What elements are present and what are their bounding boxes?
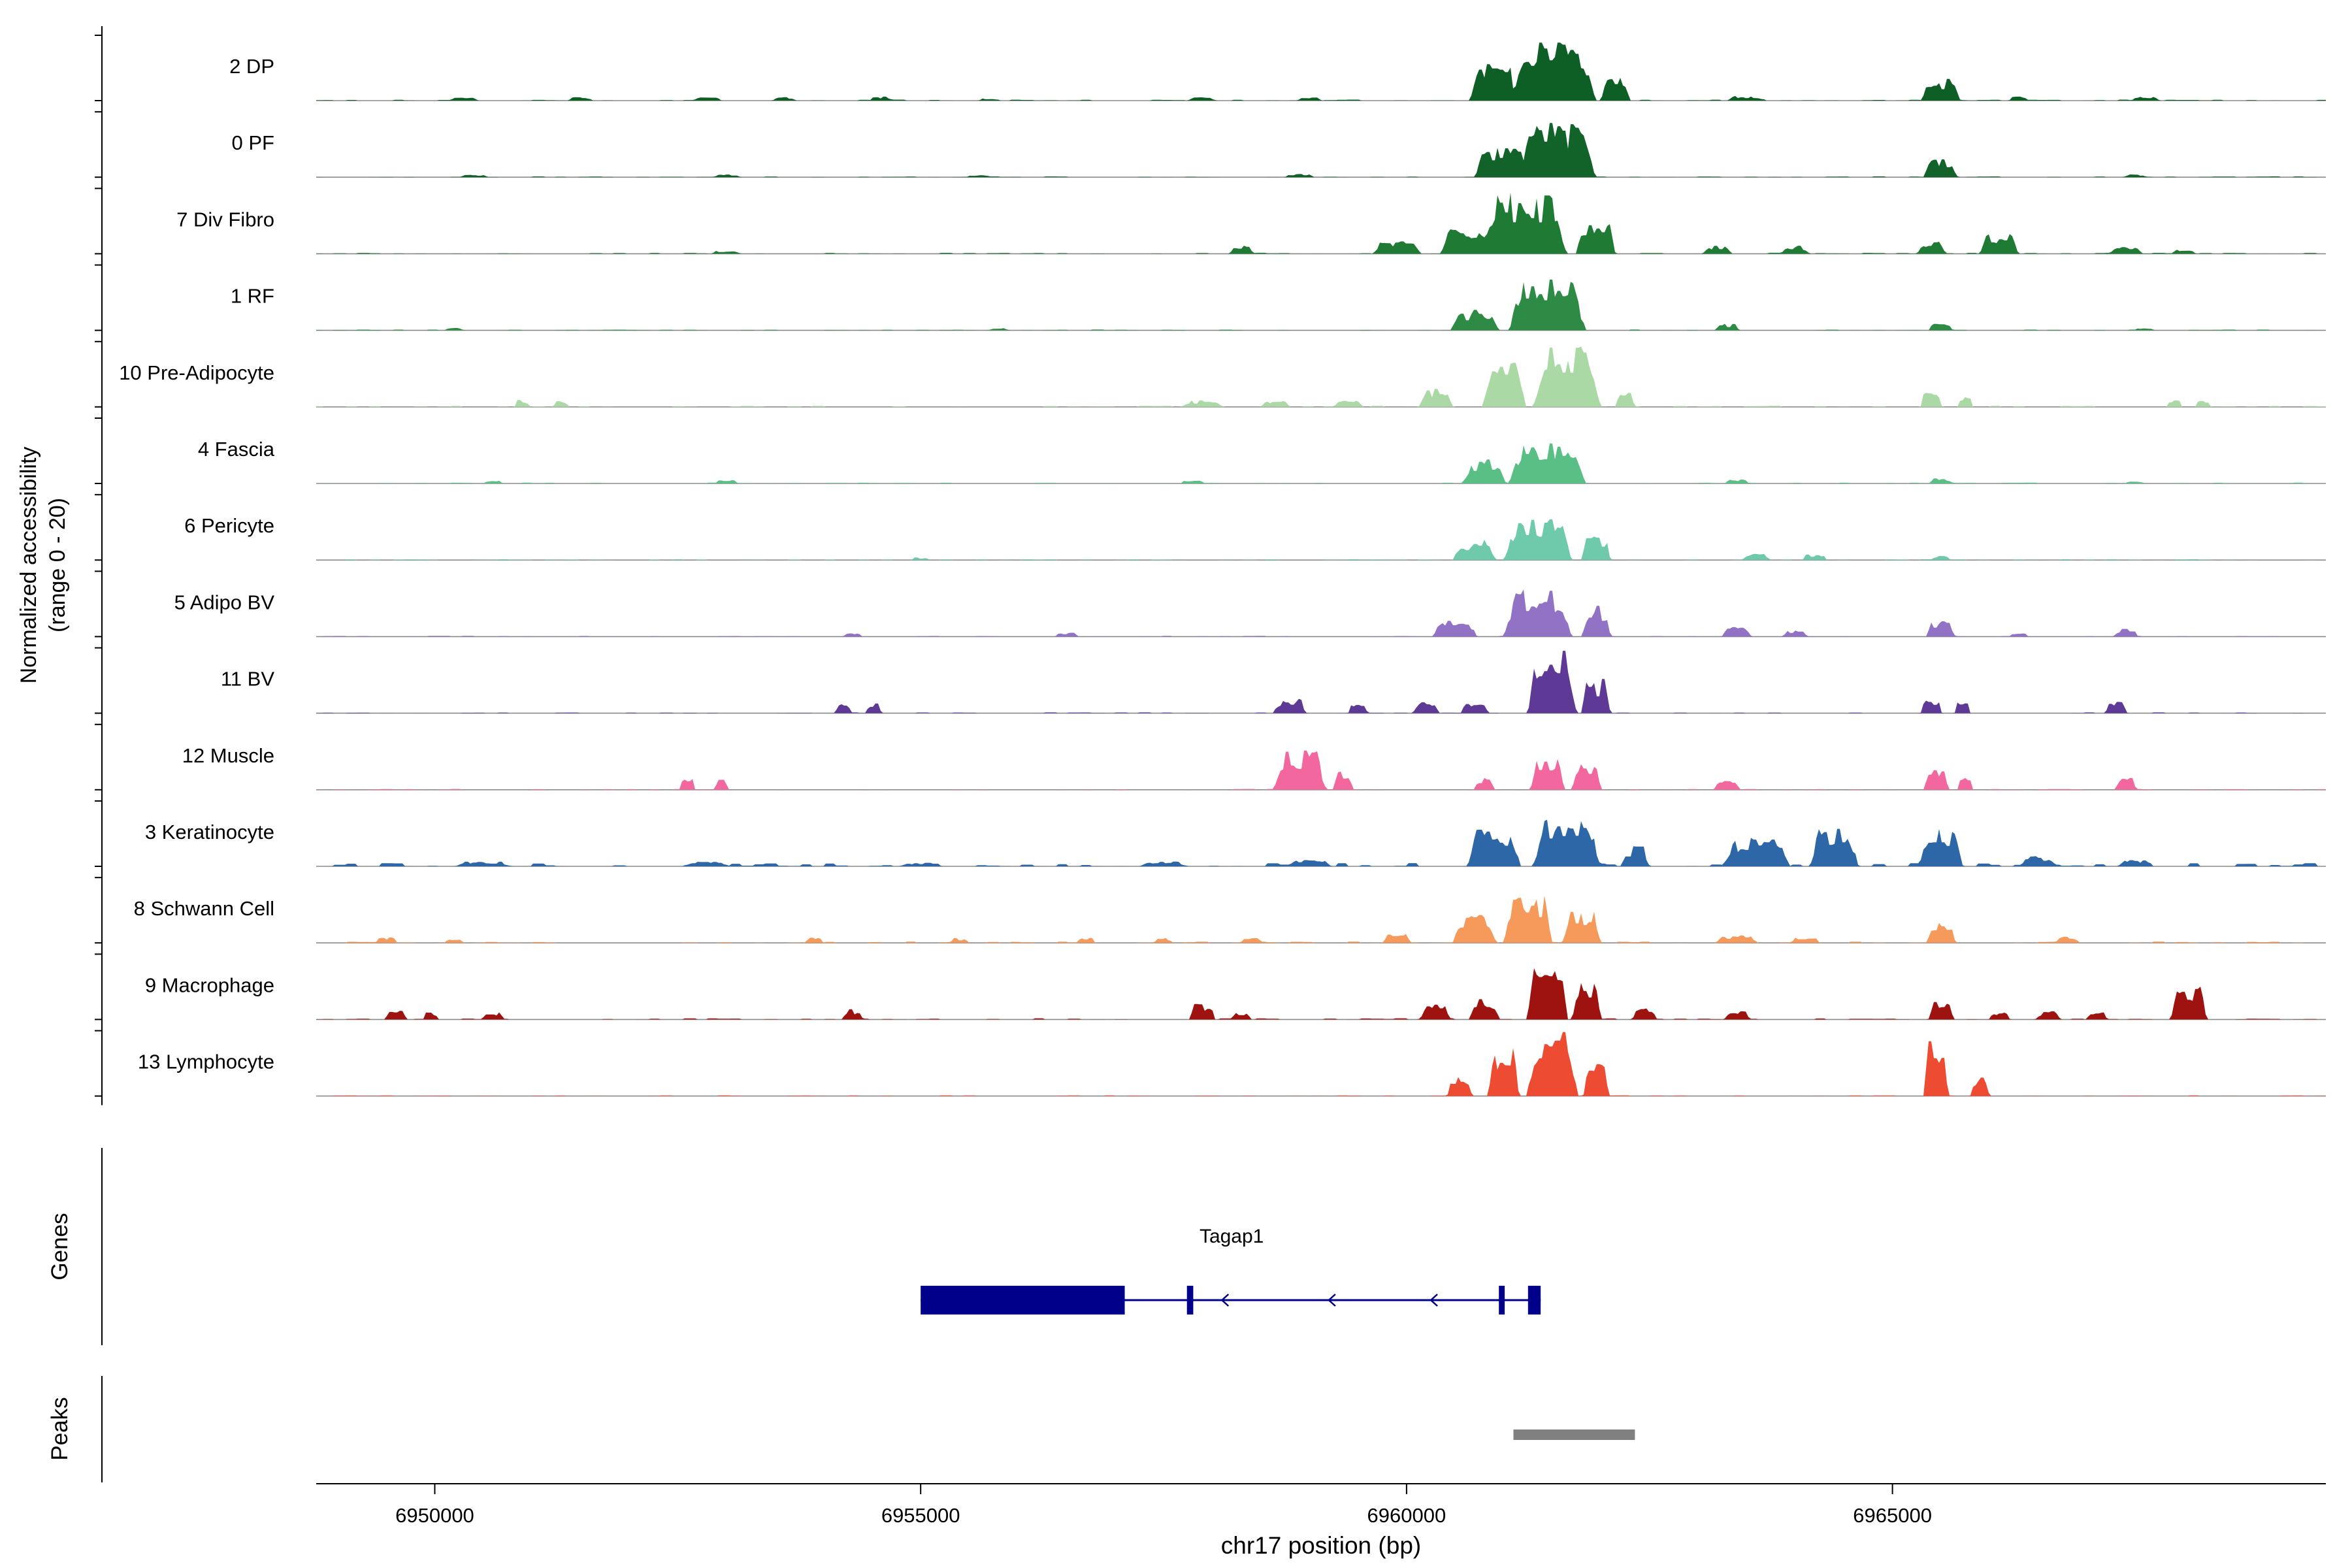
track-signal: [316, 1032, 2326, 1096]
track-label: 11 BV: [221, 668, 274, 691]
track-signal: [316, 346, 2326, 407]
track-label: 12 Muscle: [182, 744, 274, 767]
track-label: 4 Fascia: [198, 438, 275, 461]
track-label: 6 Pericyte: [184, 514, 274, 537]
track-signal: [316, 519, 2326, 561]
track-label: 9 Macrophage: [145, 973, 274, 996]
peak-bar: [1513, 1429, 1635, 1440]
x-tick-label: 6965000: [1853, 1504, 1932, 1527]
gene-label: Tagap1: [1200, 1226, 1264, 1247]
gene-exon: [921, 1286, 1125, 1315]
track-row: 8 Schwann Cell: [134, 895, 2326, 943]
track-row: 7 Div Fibro: [176, 192, 2326, 255]
track-row: 4 Fascia: [198, 438, 2326, 484]
track-signal: [316, 192, 2326, 254]
track-label: 3 Keratinocyte: [145, 821, 274, 843]
gene-exon: [1186, 1286, 1194, 1315]
x-tick-label: 6960000: [1367, 1504, 1446, 1527]
track-signal: [316, 651, 2326, 713]
track-signal: [316, 42, 2326, 101]
track-signal: [316, 589, 2326, 637]
track-row: 5 Adipo BV: [174, 589, 2326, 638]
track-row: 3 Keratinocyte: [145, 819, 2326, 867]
track-label: 7 Div Fibro: [176, 208, 274, 231]
track-signal: [316, 750, 2326, 790]
track-label: 1 RF: [231, 285, 274, 308]
track-row: 9 Macrophage: [145, 968, 2326, 1021]
track-row: 1 RF: [231, 279, 2326, 331]
track-label: 10 Pre-Adipocyte: [119, 361, 274, 384]
track-label: 13 Lymphocyte: [138, 1051, 274, 1073]
track-signal: [316, 279, 2326, 331]
track-signal: [316, 819, 2326, 866]
track-signal: [316, 895, 2326, 943]
track-row: 0 PF: [232, 123, 2326, 178]
track-row: 13 Lymphocyte: [138, 1032, 2326, 1097]
track-label: 5 Adipo BV: [174, 591, 275, 613]
track-row: 10 Pre-Adipocyte: [119, 346, 2326, 408]
gene-strand-arrow: [1328, 1294, 1336, 1307]
track-row: 6 Pericyte: [184, 514, 2326, 561]
x-tick-label: 6955000: [881, 1504, 960, 1527]
track-signal: [316, 123, 2326, 178]
track-row: 2 DP: [229, 42, 2326, 101]
track-label: 0 PF: [232, 131, 274, 154]
gene-strand-arrow: [1220, 1294, 1230, 1307]
gene-exon: [1499, 1286, 1505, 1315]
gene-strand-arrow: [1429, 1294, 1438, 1307]
track-signal: [316, 443, 2326, 483]
track-label: 2 DP: [229, 55, 274, 78]
gene-model: Tagap1: [921, 1226, 1541, 1315]
track-row: 11 BV: [221, 651, 2326, 714]
x-tick-label: 6950000: [395, 1504, 474, 1527]
gene-exon: [1527, 1286, 1541, 1315]
track-label: 8 Schwann Cell: [134, 897, 274, 920]
track-row: 12 Muscle: [182, 744, 2326, 791]
x-axis-label: chr17 position (bp): [1220, 1532, 1422, 1559]
track-signal: [316, 968, 2326, 1020]
